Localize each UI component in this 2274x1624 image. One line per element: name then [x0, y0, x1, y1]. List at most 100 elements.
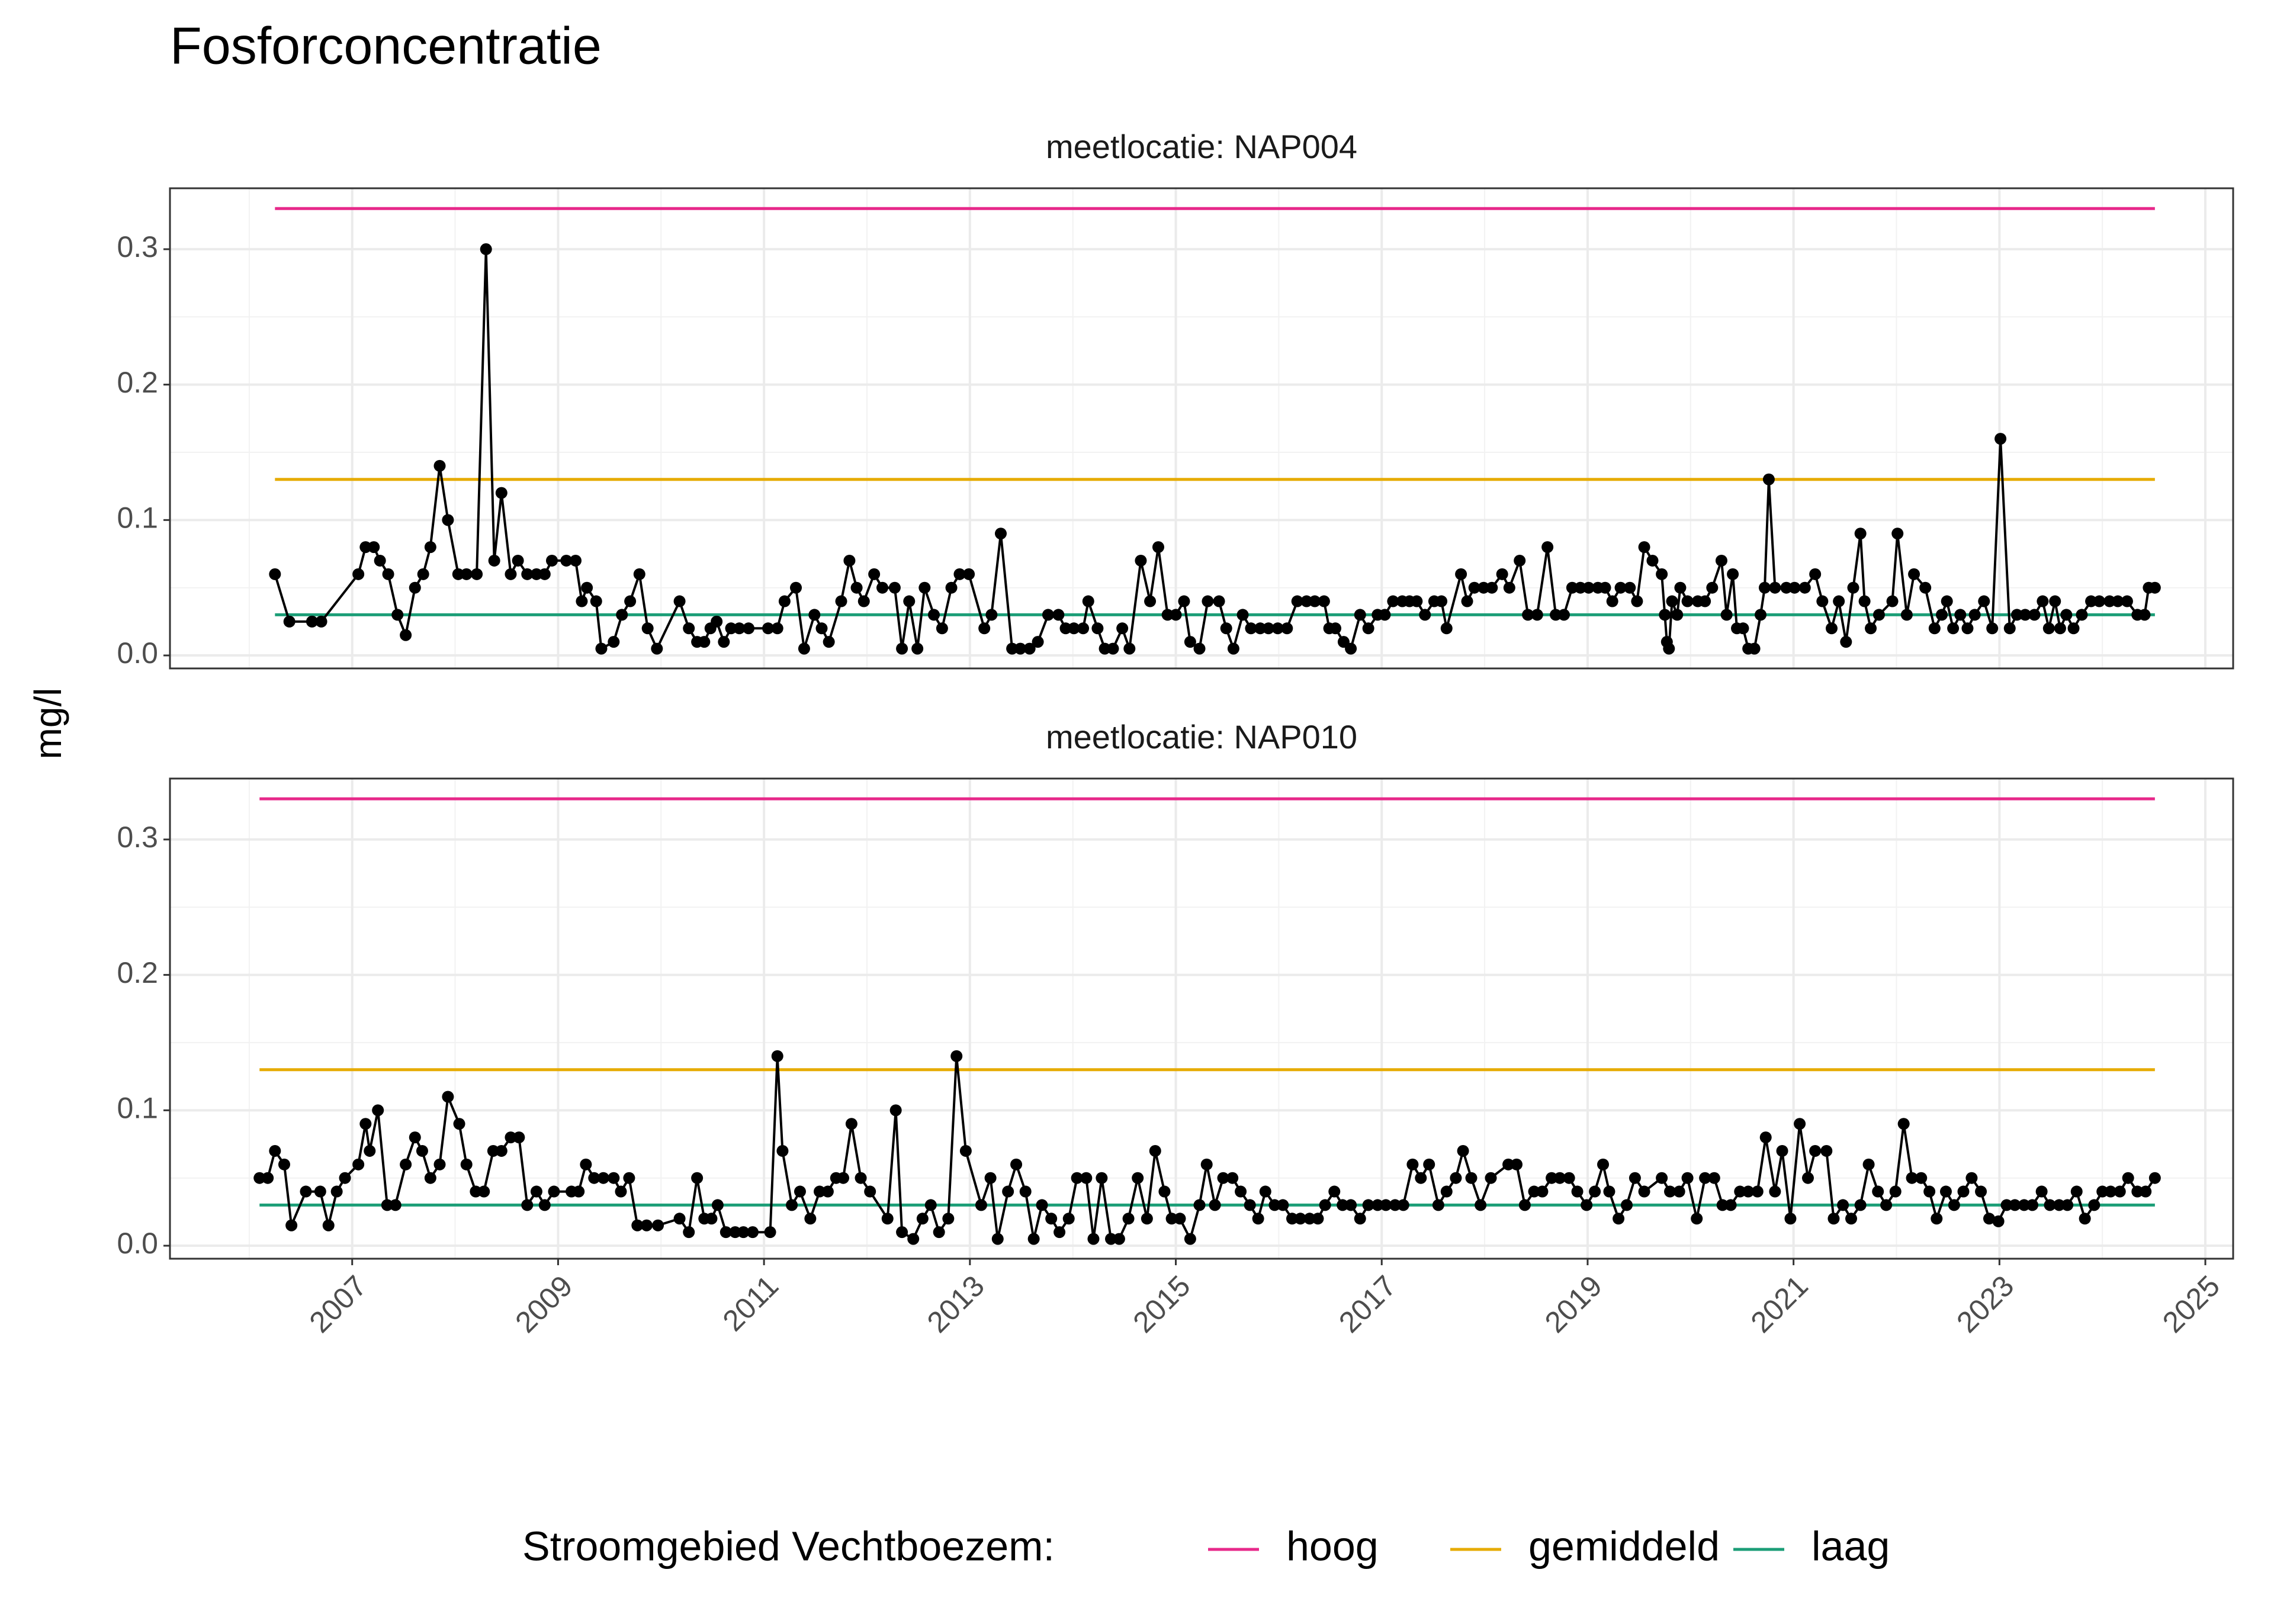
data-point [389, 1199, 402, 1211]
data-point [1664, 1185, 1676, 1198]
panel-border [169, 187, 2234, 670]
data-point [1528, 1185, 1540, 1198]
data-point [372, 1104, 384, 1117]
data-point [1309, 595, 1321, 607]
data-point [771, 622, 783, 635]
data-point [835, 595, 847, 607]
data-point [889, 1104, 902, 1117]
data-point [1671, 609, 1684, 621]
data-point [1691, 1213, 1703, 1225]
data-point [624, 595, 637, 607]
data-point [837, 1172, 849, 1184]
data-point [1071, 1172, 1083, 1184]
data-point [1699, 595, 1711, 607]
data-point [615, 1185, 627, 1198]
data-point [1291, 595, 1303, 607]
data-point [1465, 1172, 1478, 1184]
data-point [764, 1226, 776, 1239]
data-point [1277, 1199, 1289, 1211]
data-point [495, 1144, 508, 1157]
data-point [400, 1158, 412, 1170]
data-point [2044, 1199, 2056, 1211]
data-point [1220, 622, 1232, 635]
data-point [1193, 1199, 1206, 1211]
data-point [1252, 1213, 1264, 1225]
data-point [1193, 642, 1206, 655]
data-point [1716, 1199, 1729, 1211]
data-point [424, 1172, 436, 1184]
data-point [1068, 622, 1080, 635]
legend-label: gemiddeld [1528, 1523, 1720, 1569]
data-point [1833, 595, 1845, 607]
data-point [2026, 1199, 2038, 1211]
data-point [381, 1199, 393, 1211]
data-point [2019, 609, 2031, 621]
data-point [1659, 609, 1671, 621]
data-point [548, 1185, 560, 1198]
data-point [1345, 1199, 1357, 1211]
data-point [1423, 1158, 1435, 1170]
data-point [1105, 1233, 1117, 1245]
data-point [1379, 609, 1391, 621]
data-point [888, 581, 901, 594]
data-point [1919, 581, 1932, 594]
data-point [843, 554, 856, 567]
data-point [1032, 636, 1044, 648]
data-point [1294, 1213, 1306, 1225]
data-point [633, 568, 645, 580]
data-point [1236, 609, 1249, 621]
data-point [1941, 595, 1953, 607]
data-point [1244, 1199, 1256, 1211]
data-point [1141, 1213, 1153, 1225]
data-point [1762, 473, 1775, 485]
data-point [1059, 622, 1072, 635]
data-point [1582, 581, 1595, 594]
y-tick-label: 0.3 [117, 821, 158, 854]
data-point [903, 595, 916, 607]
data-point [1116, 622, 1129, 635]
data-point [1354, 609, 1366, 621]
data-point [1840, 636, 1852, 648]
facet-label: meetlocatie: NAP004 [1046, 128, 1357, 165]
data-point [640, 1219, 653, 1231]
data-point [580, 1158, 592, 1170]
data-point [1397, 1199, 1409, 1211]
data-point [855, 1172, 867, 1184]
data-point [2148, 1172, 2161, 1184]
data-point [1536, 1185, 1549, 1198]
data-point [314, 1185, 326, 1198]
data-point [1571, 1185, 1584, 1198]
data-point [1054, 1226, 1066, 1239]
data-point [868, 568, 881, 580]
data-point [1897, 1118, 1910, 1130]
data-point [1091, 622, 1104, 635]
data-point [1281, 622, 1293, 635]
data-point [433, 459, 446, 472]
data-point [1518, 1199, 1531, 1211]
data-point [1319, 1199, 1331, 1211]
data-point [718, 636, 730, 648]
data-point [1010, 1158, 1023, 1170]
data-point [1663, 642, 1675, 655]
data-point [1994, 433, 2007, 445]
data-point [1435, 595, 1448, 607]
data-point [1023, 642, 1036, 655]
data-point [1174, 1213, 1186, 1225]
data-point [911, 642, 924, 655]
data-point [1170, 609, 1182, 621]
data-point [1200, 1158, 1213, 1170]
data-point [850, 581, 863, 594]
data-point [1666, 595, 1678, 607]
data-point [1827, 1213, 1840, 1225]
data-point [823, 636, 835, 648]
data-point [1948, 1199, 1960, 1211]
y-axis-label: mg/l [27, 688, 69, 760]
data-point [2093, 595, 2105, 607]
data-point [2088, 1199, 2100, 1211]
data-point [597, 1172, 609, 1184]
data-point [1406, 1158, 1419, 1170]
data-point [2061, 1199, 2074, 1211]
data-point [1794, 1118, 1806, 1130]
data-point [2096, 1185, 2109, 1198]
